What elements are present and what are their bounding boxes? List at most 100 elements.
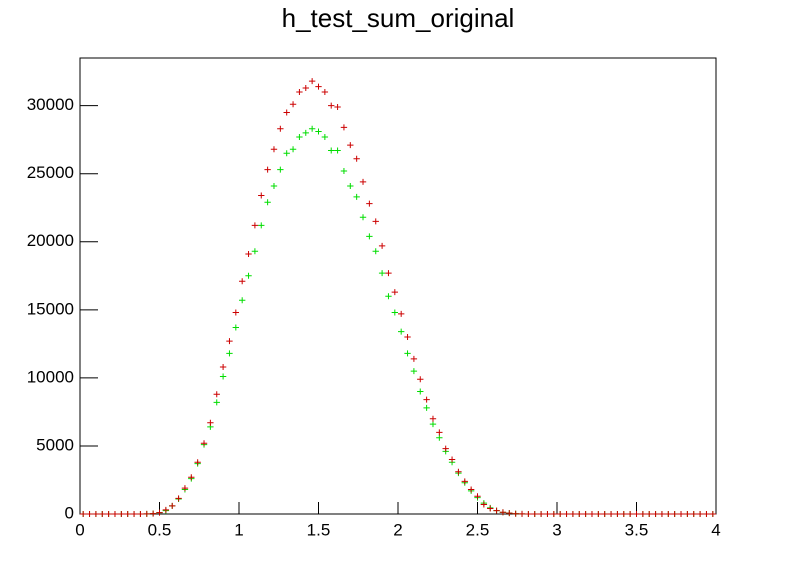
- bin-marker: [175, 495, 182, 502]
- bin-marker: [550, 511, 557, 517]
- bin-marker: [137, 511, 144, 517]
- bin-marker: [690, 511, 697, 517]
- bin-marker: [213, 399, 220, 406]
- y-tick-label: 0: [65, 503, 74, 522]
- bin-marker: [347, 182, 354, 189]
- bin-marker: [353, 155, 360, 162]
- bin-marker: [378, 270, 386, 277]
- bin-marker: [633, 511, 640, 517]
- bin-marker: [588, 511, 596, 517]
- y-tick-label: 25000: [27, 163, 74, 182]
- bin-marker: [665, 511, 672, 517]
- bin-marker: [436, 429, 443, 436]
- bin-marker: [614, 511, 621, 517]
- bin-marker: [308, 125, 316, 132]
- bin-marker: [353, 193, 360, 200]
- bin-marker: [601, 511, 608, 517]
- x-tick-label: 1.5: [307, 520, 331, 539]
- bin-marker: [448, 456, 456, 463]
- bin-marker: [398, 328, 405, 335]
- bin-marker: [423, 404, 430, 411]
- bin-marker: [277, 125, 284, 132]
- x-tick-label: 2: [393, 520, 402, 539]
- bin-marker: [677, 511, 685, 517]
- bin-marker: [296, 89, 303, 96]
- bin-marker: [359, 178, 367, 185]
- bin-marker: [487, 505, 494, 512]
- bin-marker: [646, 511, 653, 517]
- x-tick-label: 4: [711, 520, 720, 539]
- bin-marker: [703, 511, 710, 517]
- bin-marker: [86, 511, 93, 517]
- bin-marker: [264, 199, 271, 206]
- chart-title: h_test_sum_original: [282, 3, 515, 33]
- bin-marker: [200, 440, 208, 447]
- bin-marker: [226, 350, 233, 357]
- bin-marker: [404, 350, 411, 357]
- bin-marker: [251, 222, 259, 229]
- bin-marker: [232, 324, 239, 331]
- bin-marker: [455, 468, 462, 475]
- bin-marker: [302, 129, 309, 136]
- bin-marker: [340, 167, 348, 174]
- bin-marker: [620, 511, 627, 517]
- y-tick-label: 30000: [27, 95, 74, 114]
- bin-marker: [684, 511, 691, 517]
- x-tick-label: 0: [75, 520, 84, 539]
- bin-marker: [474, 493, 481, 500]
- bin-marker: [607, 511, 615, 517]
- bin-marker: [258, 192, 265, 199]
- bin-marker: [283, 109, 290, 116]
- bin-marker: [410, 355, 418, 362]
- y-tick-label: 5000: [36, 435, 74, 454]
- bin-marker: [366, 200, 373, 207]
- bin-marker: [696, 511, 704, 517]
- bin-marker: [563, 511, 570, 517]
- bin-marker: [372, 248, 379, 255]
- bin-marker: [410, 368, 418, 375]
- bin-marker: [404, 334, 411, 341]
- bin-marker: [99, 511, 106, 517]
- bin-marker: [245, 251, 252, 258]
- bin-marker: [162, 506, 170, 513]
- bin-marker: [340, 124, 348, 131]
- bin-marker: [480, 501, 488, 508]
- bin-marker: [359, 214, 367, 221]
- bin-marker: [347, 142, 354, 149]
- bin-marker: [417, 388, 424, 395]
- bin-marker: [156, 509, 163, 516]
- bin-marker: [130, 511, 138, 517]
- bin-marker: [328, 102, 335, 109]
- bin-marker: [143, 510, 150, 517]
- bin-marker: [264, 166, 271, 173]
- bin-marker: [652, 511, 659, 517]
- bin-marker: [582, 511, 589, 517]
- bin-marker: [385, 293, 392, 300]
- bin-marker: [626, 511, 634, 517]
- bin-marker: [270, 146, 278, 153]
- bin-marker: [321, 89, 329, 96]
- bin-marker: [239, 297, 246, 304]
- bin-marker: [232, 309, 239, 316]
- bin-marker: [251, 248, 259, 255]
- bin-marker: [289, 101, 297, 108]
- bin-marker: [429, 415, 437, 422]
- bin-marker: [308, 78, 316, 85]
- bin-marker: [658, 511, 666, 517]
- bin-marker: [378, 242, 386, 249]
- bin-marker: [525, 511, 532, 517]
- bin-marker: [213, 391, 220, 398]
- y-tick-label: 10000: [27, 367, 74, 386]
- bin-marker: [92, 511, 100, 517]
- bin-marker: [557, 511, 564, 517]
- bin-marker: [80, 511, 87, 517]
- y-tick-label: 15000: [27, 299, 74, 318]
- bin-marker: [461, 478, 468, 485]
- bin-marker: [277, 166, 284, 173]
- bin-marker: [169, 502, 176, 509]
- bin-marker: [118, 511, 125, 517]
- bin-marker: [296, 133, 303, 140]
- bin-marker: [423, 396, 430, 403]
- bin-marker: [207, 419, 214, 426]
